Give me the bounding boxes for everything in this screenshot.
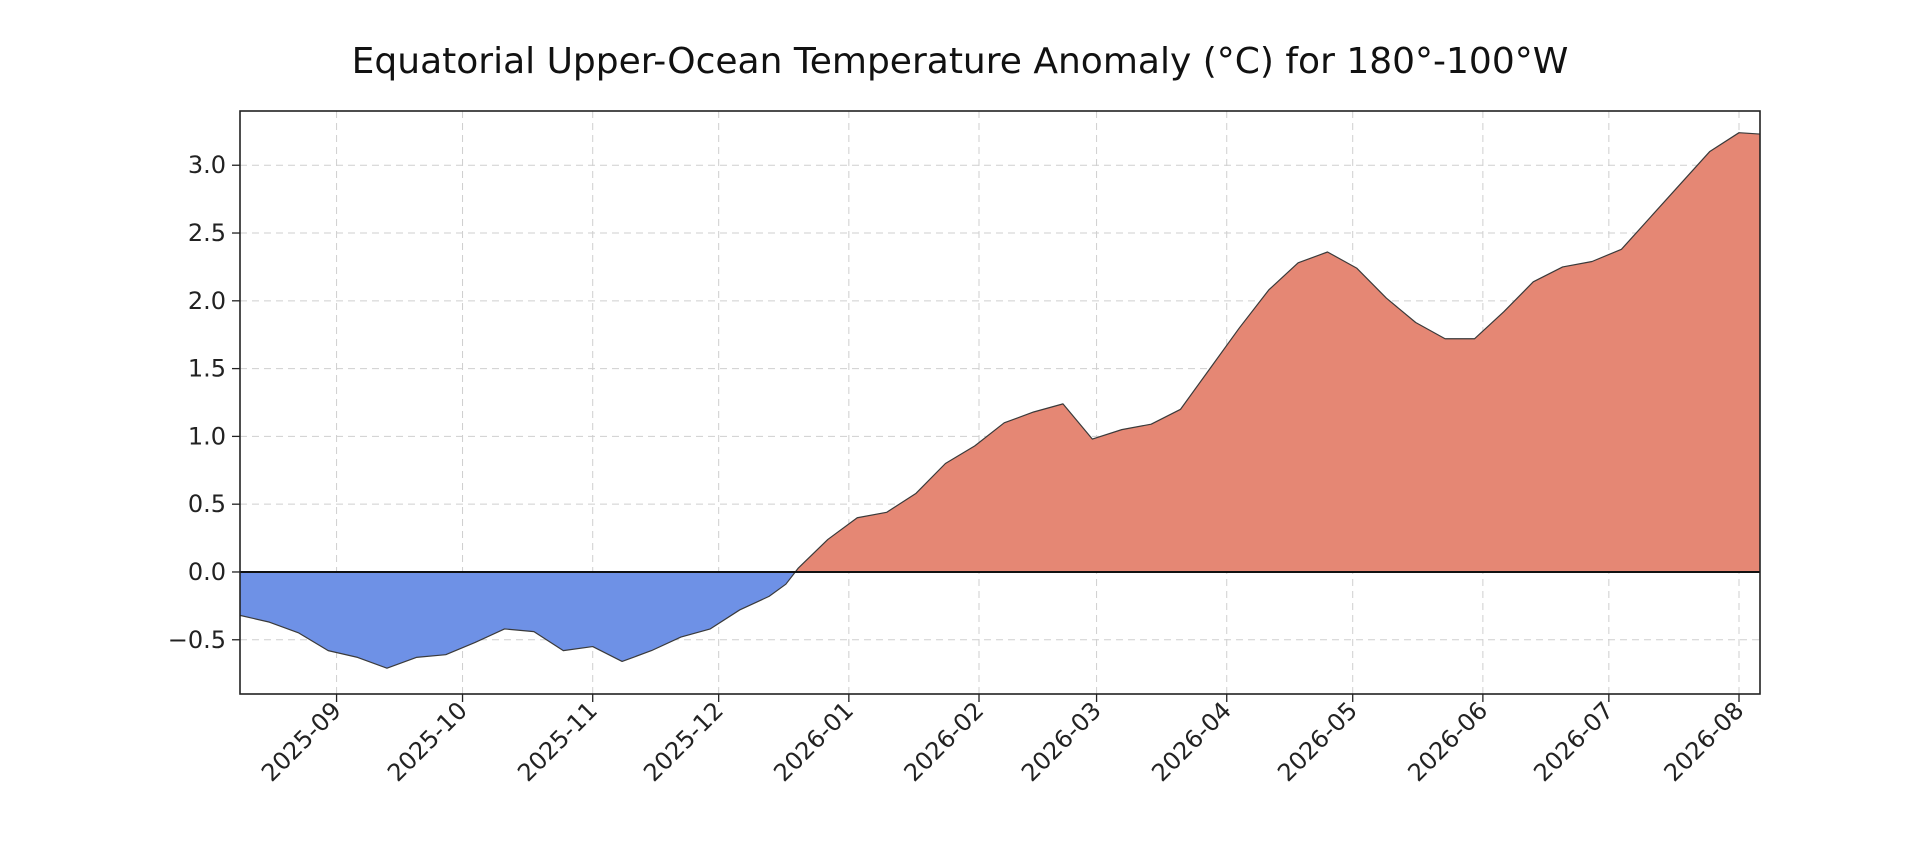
x-tick-label: 2025-10 — [382, 696, 473, 787]
x-tick-label: 2026-07 — [1528, 696, 1619, 787]
x-tick-label: 2025-12 — [638, 696, 729, 787]
y-tick-label: 0.5 — [188, 490, 226, 518]
plot-frame — [239, 110, 1761, 695]
x-tick-label: 2026-03 — [1016, 696, 1107, 787]
y-tick-label: 1.0 — [188, 422, 226, 450]
chart-title: Equatorial Upper-Ocean Temperature Anoma… — [352, 41, 1569, 82]
y-axis: −0.5 0.0 0.5 1.0 1.5 2.0 2.5 3.0 — [168, 151, 240, 654]
y-tick-label: 2.0 — [188, 287, 226, 315]
x-tick-label: 2026-08 — [1659, 696, 1750, 787]
data-areas — [239, 132, 1761, 669]
y-tick-label: 0.0 — [188, 558, 226, 586]
y-tick-label: 1.5 — [188, 355, 226, 383]
x-tick-label: 2025-09 — [256, 696, 347, 787]
x-tick-label: 2026-01 — [768, 696, 859, 787]
x-axis: 2025-09 2025-10 2025-11 2025-12 2026-01 2026-… — [256, 694, 1749, 787]
x-tick-label: 2026-04 — [1146, 696, 1237, 787]
x-tick-label: 2026-06 — [1402, 696, 1493, 787]
x-tick-label: 2026-02 — [899, 696, 990, 787]
y-tick-label: 2.5 — [188, 219, 226, 247]
anomaly-outline — [239, 132, 1761, 669]
positive-anomaly-area — [795, 132, 1760, 572]
negative-anomaly-area — [240, 571, 1760, 669]
y-tick-label: 3.0 — [188, 151, 226, 179]
x-tick-label: 2026-05 — [1272, 696, 1363, 787]
x-tick-label: 2025-11 — [512, 696, 603, 787]
y-tick-label: −0.5 — [168, 626, 226, 654]
